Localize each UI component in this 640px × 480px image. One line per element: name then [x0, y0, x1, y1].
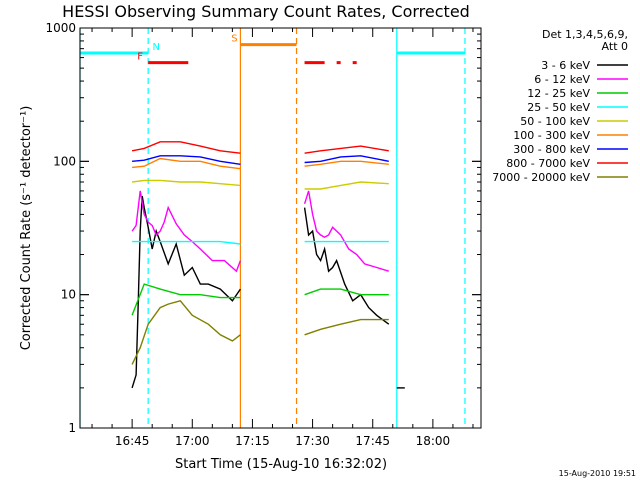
- legend-title-line1: Det 1,3,4,5,6,9,: [542, 28, 628, 41]
- legend-label: 6 - 12 keV: [534, 73, 590, 86]
- series-line: [304, 181, 389, 190]
- y-axis-label: Corrected Count Rate (s⁻¹ detector⁻¹): [19, 106, 34, 351]
- legend-label: 3 - 6 keV: [541, 59, 590, 72]
- x-tick-label: 16:45: [115, 434, 150, 448]
- series-line: [132, 157, 241, 170]
- y-tick-label: 10: [61, 288, 76, 302]
- x-axis-ticks: 16:45 17:00 17:15 17:30 17:45 18:00: [91, 28, 474, 448]
- legend-title-line2: Att 0: [602, 40, 628, 53]
- legend-label: 800 - 7000 keV: [506, 157, 590, 170]
- x-tick-label: 18:00: [416, 434, 451, 448]
- x-axis-label: Start Time (15-Aug-10 16:32:02): [175, 457, 387, 472]
- legend-label: 100 - 300 keV: [513, 129, 590, 142]
- series-line: [131, 190, 242, 273]
- series-line: [131, 141, 241, 154]
- series-lines: [131, 141, 405, 389]
- series-line: [132, 240, 241, 245]
- flag-label: N: [152, 42, 159, 53]
- flag-label: F: [137, 52, 143, 63]
- event-markers: [79, 28, 466, 428]
- series-line: [132, 155, 241, 165]
- x-tick-label: 17:00: [175, 434, 210, 448]
- legend-label: 50 - 100 keV: [520, 115, 590, 128]
- x-tick-label: 17:30: [295, 434, 330, 448]
- legend-label: 300 - 800 keV: [513, 143, 590, 156]
- legend-label: 7000 - 20000 keV: [492, 171, 590, 184]
- legend-label: 25 - 50 keV: [527, 101, 590, 114]
- series-line: [304, 155, 389, 164]
- series-line: [304, 160, 389, 167]
- flag-bars: NF S: [80, 34, 465, 65]
- plot-frame: [79, 27, 482, 429]
- series-line: [304, 288, 389, 296]
- y-tick-label: 1: [68, 421, 76, 435]
- footer-timestamp: 15-Aug-2010 19:51: [559, 469, 636, 478]
- series-line: [131, 283, 241, 316]
- flag-label: S: [231, 34, 237, 45]
- series-line: [132, 179, 241, 187]
- legend-label: 12 - 25 keV: [527, 87, 590, 100]
- y-tick-label: 100: [53, 154, 76, 168]
- x-tick-label: 17:15: [235, 434, 270, 448]
- y-tick-label: 1000: [45, 21, 76, 35]
- y-axis-ticks: 1 10 100 1000: [45, 21, 481, 435]
- series-line: [131, 300, 241, 365]
- chart-title: HESSI Observing Summary Count Rates, Cor…: [62, 2, 470, 21]
- series-line: [303, 207, 390, 325]
- series-line: [303, 190, 390, 272]
- x-tick-label: 17:45: [355, 434, 390, 448]
- series-line: [304, 318, 389, 336]
- series-line: [304, 145, 389, 154]
